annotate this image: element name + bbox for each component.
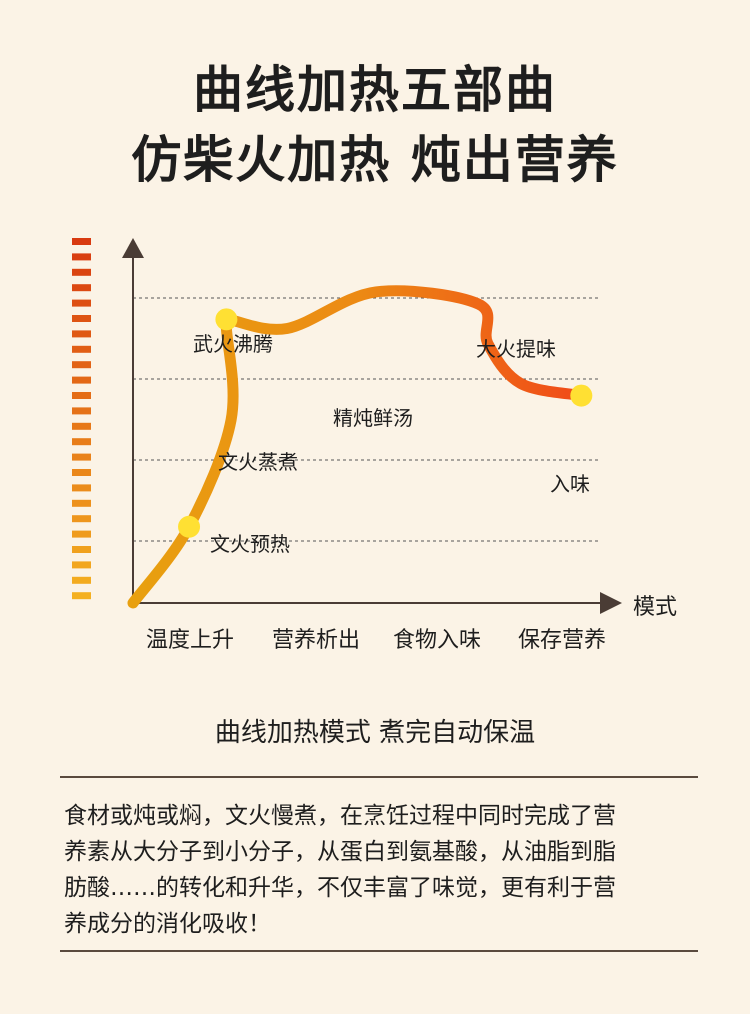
- description-line: 肪酸……的转化和升华，不仅丰富了味觉，更有利于营: [64, 875, 616, 901]
- x-axis-arrow: [600, 592, 622, 614]
- stage-label: 文火蒸煮: [218, 450, 298, 474]
- temperature-bar-dash: [72, 546, 91, 553]
- page-title-line1: 曲线加热五部曲: [193, 61, 557, 119]
- temperature-bar-dash: [72, 530, 91, 538]
- temperature-bar-dash: [72, 345, 91, 353]
- page-title-line2: 仿柴火加热 炖出营养: [131, 131, 619, 189]
- temperature-bar-dash: [72, 592, 91, 600]
- heating-curve: [127, 285, 587, 609]
- divider-bottom: [60, 950, 698, 952]
- temperature-bar-dash: [72, 284, 91, 292]
- temperature-bar-dash: [72, 238, 91, 245]
- stage-marker: [570, 384, 593, 407]
- stage-label: 精炖鲜汤: [333, 406, 413, 430]
- phase-label: 温度上升: [146, 628, 234, 653]
- temperature-bar-dash: [72, 392, 91, 399]
- description-text: 食材或炖或焖，文火慢煮，在烹饪过程中同时完成了营 养素从大分子到小分子，从蛋白到…: [64, 798, 694, 942]
- temperature-bar-dash: [72, 330, 91, 338]
- phase-label: 保存营养: [518, 628, 606, 653]
- temperature-scale-bar: [72, 238, 91, 600]
- temperature-bar-dash: [72, 438, 91, 446]
- description-line: 养素从大分子到小分子，从蛋白到氨基酸，从油脂到脂: [64, 839, 616, 865]
- temperature-bar-dash: [72, 407, 91, 415]
- stage-marker: [215, 308, 238, 331]
- stage-label: 文火预热: [210, 532, 290, 556]
- stage-label: 武火沸腾: [193, 332, 273, 356]
- phase-labels: 温度上升 营养析出 食物入味 保存营养: [146, 628, 606, 653]
- temperature-bar-dash: [72, 453, 91, 461]
- temperature-bar-dash: [72, 499, 91, 507]
- description-line: 食材或炖或焖，文火慢煮，在烹饪过程中同时完成了营: [64, 803, 616, 829]
- temperature-bar-dash: [72, 315, 91, 322]
- temperature-bar-dash: [72, 484, 91, 492]
- temperature-bar-dash: [72, 299, 91, 307]
- stage-marker: [178, 515, 201, 538]
- stage-label: 大火提味: [476, 337, 556, 361]
- stage-markers: [178, 308, 593, 538]
- x-axis-label: 模式: [633, 595, 677, 620]
- temperature-bar-dash: [72, 253, 91, 261]
- temperature-bar-dash: [72, 469, 91, 476]
- chart-axes: 模式: [122, 238, 677, 620]
- section-subtitle: 曲线加热模式 煮完自动保温: [214, 718, 536, 748]
- divider-top: [60, 776, 698, 778]
- temperature-bar-dash: [72, 576, 91, 584]
- phase-label: 营养析出: [272, 628, 360, 653]
- temperature-bar-dash: [72, 361, 91, 369]
- stage-label: 入味: [550, 472, 590, 496]
- temperature-bar-dash: [72, 376, 91, 384]
- y-axis-arrow: [122, 238, 144, 258]
- temperature-bar-dash: [72, 268, 91, 276]
- description-line: 养成分的消化吸收！: [64, 911, 271, 937]
- temperature-bar-dash: [72, 515, 91, 523]
- phase-label: 食物入味: [393, 628, 481, 653]
- temperature-bar-dash: [72, 422, 91, 430]
- temperature-bar-dash: [72, 561, 91, 569]
